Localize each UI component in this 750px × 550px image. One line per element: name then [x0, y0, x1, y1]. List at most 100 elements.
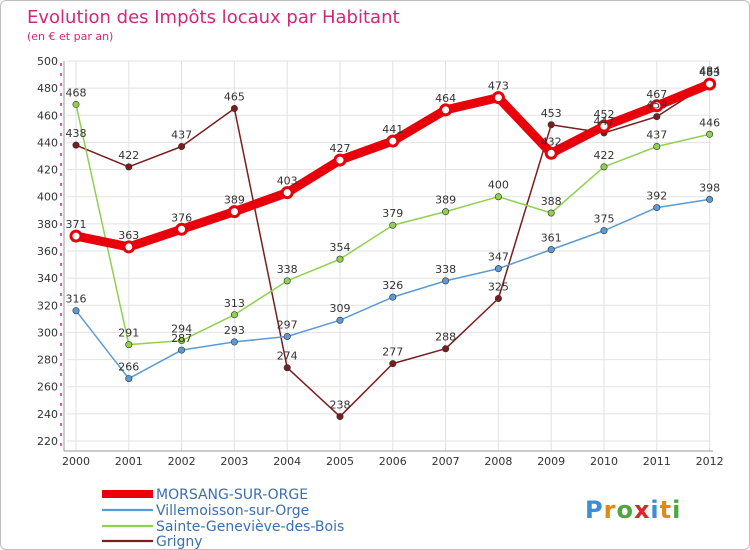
data-label-2-2009: 388	[541, 195, 562, 208]
data-label-3-2011: 459	[646, 99, 667, 112]
y-tick-label-340: 340	[37, 272, 58, 285]
point-0-2001	[122, 240, 136, 254]
data-label-3-2006: 277	[382, 346, 403, 359]
y-tick-label-480: 480	[37, 82, 58, 95]
x-tick-label-2004: 2004	[273, 455, 301, 468]
data-label-2-2007: 389	[435, 194, 456, 207]
x-tick-label-2000: 2000	[62, 455, 90, 468]
data-label-3-2009: 453	[541, 107, 562, 120]
x-tick-label-2006: 2006	[379, 455, 407, 468]
point-2-2003	[230, 311, 238, 319]
x-tick-label-2012: 2012	[696, 455, 724, 468]
chart-subtitle: (en € et par an)	[27, 30, 113, 43]
data-label-3-2007: 288	[435, 331, 456, 344]
data-label-1-2000: 316	[66, 293, 87, 306]
point-2-2006	[389, 221, 397, 229]
legend-label-0: MORSANG-SUR-ORGE	[156, 487, 308, 503]
point-1-2011	[653, 204, 661, 212]
data-label-3-2005: 238	[330, 399, 351, 412]
series-group	[69, 77, 717, 421]
data-label-1-2012: 398	[699, 181, 720, 194]
point-0-2003	[227, 205, 241, 219]
data-label-2-2002: 294	[171, 323, 192, 336]
x-tick-label-2005: 2005	[326, 455, 354, 468]
data-label-2-2000: 468	[66, 86, 87, 99]
data-label-0-2008: 473	[488, 80, 509, 93]
point-2-2000	[72, 100, 80, 108]
data-label-0-2012: 483	[699, 66, 720, 79]
legend-label-3: Grigny	[156, 534, 203, 550]
point-0-2009	[544, 146, 558, 160]
data-label-2-2005: 354	[330, 241, 351, 254]
data-label-3-2000: 438	[66, 127, 87, 140]
data-label-0-2000: 371	[66, 218, 87, 231]
point-2-2004	[283, 277, 291, 285]
y-tick-label-260: 260	[37, 381, 58, 394]
y-tick-label-240: 240	[37, 408, 58, 421]
point-2-2010	[600, 163, 608, 171]
data-label-3-2003: 465	[224, 91, 245, 104]
data-label-1-2010: 375	[594, 213, 615, 226]
data-label-2-2011: 437	[646, 129, 667, 142]
data-label-2-2012: 446	[699, 116, 720, 129]
x-tick-label-2010: 2010	[590, 455, 618, 468]
data-label-0-2002: 376	[171, 211, 192, 224]
y-tick-label-420: 420	[37, 164, 58, 177]
point-3-2005	[336, 413, 344, 421]
x-tick-label-2008: 2008	[484, 455, 512, 468]
y-tick-label-320: 320	[37, 299, 58, 312]
data-labels: 4384224374652742382772883254534474594844…	[66, 65, 721, 412]
chart-title: Evolution des Impôts locaux par Habitant	[27, 7, 400, 28]
x-tick-label-2011: 2011	[643, 455, 671, 468]
point-0-2011	[650, 99, 664, 113]
data-label-1-2007: 338	[435, 263, 456, 276]
y-tick-label-380: 380	[37, 218, 58, 231]
data-label-0-2003: 389	[224, 194, 245, 207]
y-tick-label-360: 360	[37, 245, 58, 258]
data-label-2-2008: 400	[488, 179, 509, 192]
y-tick-label-300: 300	[37, 326, 58, 339]
point-3-2002	[178, 143, 186, 151]
data-label-0-2010: 452	[594, 108, 615, 121]
data-label-3-2004: 274	[277, 350, 298, 363]
data-label-1-2009: 361	[541, 232, 562, 245]
data-label-3-2008: 325	[488, 281, 509, 294]
point-3-2006	[389, 360, 397, 368]
data-label-1-2005: 309	[330, 302, 351, 315]
data-label-2-2001: 291	[118, 327, 139, 340]
x-tick-label-2001: 2001	[115, 455, 143, 468]
data-label-2-2004: 338	[277, 263, 298, 276]
proxiti-logo: Proxiti	[585, 496, 680, 524]
y-tick-label-400: 400	[37, 191, 58, 204]
data-label-1-2003: 293	[224, 324, 245, 337]
point-0-2007	[439, 103, 453, 117]
data-label-0-2004: 403	[277, 175, 298, 188]
data-label-1-2006: 326	[382, 279, 403, 292]
point-2-2011	[653, 143, 661, 151]
y-tick-label-280: 280	[37, 354, 58, 367]
point-1-2007	[442, 277, 450, 285]
point-1-2002	[178, 346, 186, 354]
point-1-2008	[494, 265, 502, 273]
point-2-2008	[494, 193, 502, 201]
y-tick-label-220: 220	[37, 435, 58, 448]
point-0-2006	[386, 134, 400, 148]
data-label-1-2001: 266	[118, 361, 139, 374]
y-tick-label-440: 440	[37, 136, 58, 149]
point-2-2007	[442, 208, 450, 216]
point-0-2004	[280, 186, 294, 200]
point-0-2008	[491, 91, 505, 105]
y-tick-label-500: 500	[37, 55, 58, 68]
point-2-2009	[547, 209, 555, 217]
x-tick-label-2003: 2003	[220, 455, 248, 468]
point-3-2000	[72, 141, 80, 149]
point-0-2002	[175, 222, 189, 236]
point-3-2007	[442, 345, 450, 353]
point-3-2008	[494, 294, 502, 302]
data-label-1-2002: 287	[171, 332, 192, 345]
data-label-1-2004: 297	[277, 319, 298, 332]
data-label-0-2007: 464	[435, 92, 456, 105]
point-1-2004	[283, 332, 291, 340]
